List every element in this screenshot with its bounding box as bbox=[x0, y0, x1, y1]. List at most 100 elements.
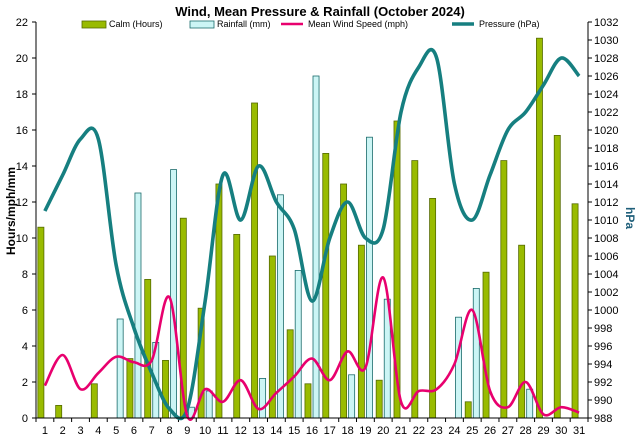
calm-bar bbox=[55, 404, 63, 419]
y-left-tick-label: 22 bbox=[16, 17, 28, 29]
y-right-tick-label: 994 bbox=[594, 359, 612, 371]
y-left-tick-label: 2 bbox=[22, 377, 28, 389]
x-tick-label: 7 bbox=[149, 425, 155, 437]
x-tick-label: 18 bbox=[341, 425, 353, 437]
legend-swatch bbox=[81, 20, 107, 29]
calm-bars bbox=[37, 37, 579, 419]
calm-bar bbox=[286, 329, 294, 419]
rainfall-bar bbox=[348, 374, 356, 419]
x-tick-label: 16 bbox=[306, 425, 318, 437]
y-right-tick-label: 1014 bbox=[594, 179, 618, 191]
x-tick-label: 29 bbox=[537, 425, 549, 437]
wind-speed-line bbox=[43, 276, 580, 421]
y-left-tick-label: 16 bbox=[16, 125, 28, 137]
calm-bar bbox=[126, 358, 134, 419]
calm-bar bbox=[375, 379, 383, 419]
rainfall-bar bbox=[294, 269, 302, 419]
y-right-tick-label: 1002 bbox=[594, 287, 618, 299]
y-left-tick-label: 18 bbox=[16, 89, 28, 101]
calm-bar bbox=[251, 102, 258, 419]
x-tick-label: 31 bbox=[573, 425, 585, 437]
calm-bar bbox=[571, 203, 579, 419]
x-tick-label: 24 bbox=[448, 425, 460, 437]
x-tick-label: 12 bbox=[235, 425, 247, 437]
x-tick-label: 21 bbox=[395, 425, 407, 437]
calm-bar bbox=[233, 233, 241, 419]
calm-bar bbox=[500, 160, 508, 419]
series-lines bbox=[43, 48, 581, 421]
y-right-tick-label: 1004 bbox=[594, 269, 618, 281]
calm-bar bbox=[482, 271, 490, 419]
x-tick-label: 13 bbox=[252, 425, 264, 437]
rainfall-bar bbox=[455, 316, 462, 419]
rainfall-bar bbox=[472, 287, 480, 419]
legend-label: Pressure (hPa) bbox=[479, 19, 540, 29]
axes bbox=[35, 22, 589, 419]
rainfall-bar bbox=[116, 318, 124, 419]
y-right-tick-label: 1030 bbox=[594, 35, 618, 47]
calm-bar bbox=[518, 244, 526, 419]
y-right-tick-label: 1012 bbox=[594, 197, 618, 209]
pressure-line bbox=[43, 48, 581, 421]
calm-bar bbox=[340, 183, 348, 419]
y-right-tick-label: 996 bbox=[594, 341, 612, 353]
y-axis-right-ticks: 988 990 992 994 996 998 1000 1002 1004 1006 1008 10… bbox=[588, 17, 618, 425]
y-left-tick-label: 8 bbox=[22, 269, 28, 281]
y-left-tick-label: 0 bbox=[22, 413, 28, 425]
rainfall-bar bbox=[170, 169, 178, 419]
x-tick-label: 9 bbox=[184, 425, 190, 437]
x-tick-label: 22 bbox=[413, 425, 425, 437]
x-tick-label: 5 bbox=[113, 425, 119, 437]
x-tick-label: 15 bbox=[288, 425, 300, 437]
x-tick-label: 14 bbox=[270, 425, 282, 437]
chart-title: Wind, Mean Pressure & Rainfall (October … bbox=[175, 4, 465, 19]
x-tick-label: 19 bbox=[359, 425, 371, 437]
x-tick-label: 10 bbox=[199, 425, 211, 437]
x-axis-ticks: 1 2 3 4 5 6 7 8 9 10 11 12 13 14 15 16 17 18 19 20 21 22 23 24 2… bbox=[35, 418, 589, 437]
calm-bar bbox=[411, 160, 419, 419]
y-right-tick-label: 1006 bbox=[594, 251, 618, 263]
y-right-tick-label: 1026 bbox=[594, 71, 618, 83]
y-right-tick-label: 1020 bbox=[594, 125, 618, 137]
x-tick-label: 26 bbox=[484, 425, 496, 437]
legend-label: Calm (Hours) bbox=[109, 19, 163, 29]
x-tick-label: 1 bbox=[42, 425, 48, 437]
calm-bar bbox=[357, 244, 365, 419]
rainfall-bar bbox=[205, 390, 213, 419]
calm-bar bbox=[553, 134, 561, 419]
x-tick-label: 27 bbox=[502, 425, 514, 437]
y-right-tick-label: 990 bbox=[594, 395, 612, 407]
rainfall-bar bbox=[259, 377, 267, 419]
rainfall-bars bbox=[116, 75, 534, 419]
y-left-tick-label: 12 bbox=[16, 197, 28, 209]
calm-bar bbox=[90, 383, 98, 419]
y-right-tick-label: 1008 bbox=[594, 233, 618, 245]
y-right-tick-label: 988 bbox=[594, 413, 612, 425]
y-left-tick-label: 6 bbox=[22, 305, 28, 317]
x-tick-label: 2 bbox=[60, 425, 66, 437]
rainfall-bar bbox=[366, 136, 373, 419]
y-left-tick-label: 20 bbox=[16, 53, 28, 65]
y-right-tick-label: 1018 bbox=[594, 143, 618, 155]
x-tick-label: 8 bbox=[166, 425, 172, 437]
y-left-tick-label: 4 bbox=[22, 341, 28, 353]
x-tick-label: 3 bbox=[77, 425, 83, 437]
y-right-tick-label: 998 bbox=[594, 323, 612, 335]
legend-swatch bbox=[189, 20, 215, 29]
y-left-tick-label: 10 bbox=[16, 233, 28, 245]
y-right-tick-label: 1000 bbox=[594, 305, 618, 317]
x-tick-label: 4 bbox=[95, 425, 101, 437]
x-tick-label: 28 bbox=[520, 425, 532, 437]
x-tick-label: 20 bbox=[377, 425, 389, 437]
y-right-tick-label: 1022 bbox=[594, 107, 618, 119]
x-tick-label: 17 bbox=[324, 425, 336, 437]
calm-bar bbox=[37, 226, 45, 419]
y-right-tick-label: 1010 bbox=[594, 215, 618, 227]
calm-bar bbox=[429, 197, 437, 419]
y-left-tick-label: 14 bbox=[16, 161, 28, 173]
x-tick-label: 11 bbox=[217, 425, 228, 437]
calm-bar bbox=[144, 278, 152, 419]
x-tick-label: 25 bbox=[466, 425, 478, 437]
rainfall-bar bbox=[134, 192, 142, 419]
